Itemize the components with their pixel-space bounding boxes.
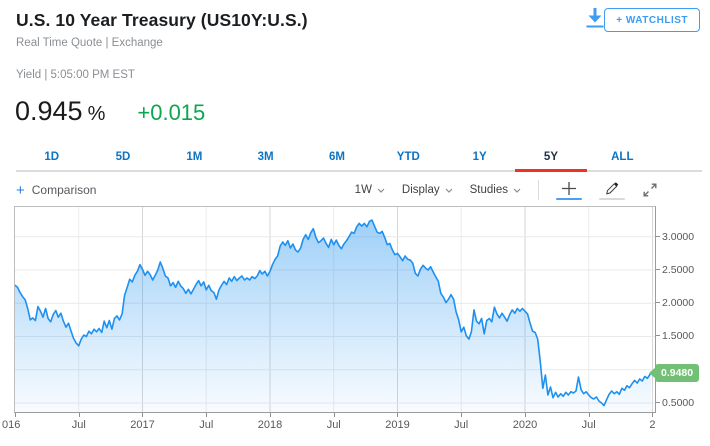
x-axis-label: 2017: [130, 419, 155, 431]
quote-source-label: Real Time Quote | Exchange: [16, 37, 163, 49]
y-axis-tick: [656, 401, 660, 403]
chart-plot-area[interactable]: [14, 206, 656, 413]
comparison-button[interactable]: + Comparison: [16, 183, 96, 198]
last-yield-value: 0.945: [15, 96, 83, 126]
page-title: U.S. 10 Year Treasury (US10Y:U.S.): [16, 10, 308, 30]
expand-icon: [643, 183, 657, 197]
yield-change-value: +0.015: [137, 100, 206, 125]
y-axis-tick: [656, 268, 660, 270]
x-axis-tick: [652, 413, 654, 417]
x-axis-label: Jul: [326, 419, 341, 431]
y-axis-label: 2.5000: [662, 263, 695, 276]
yield-unit: %: [87, 103, 106, 125]
tab-1m[interactable]: 1M: [186, 151, 203, 163]
tab-6m[interactable]: 6M: [328, 151, 345, 163]
x-axis-label: 2019: [385, 419, 410, 431]
x-axis-tick: [269, 413, 271, 417]
x-axis-label: Jul: [71, 419, 86, 431]
add-watchlist-button[interactable]: + WATCHLIST: [604, 8, 700, 32]
toolbar-divider: [538, 180, 539, 200]
x-axis-label: 2018: [257, 419, 283, 431]
x-axis-tick: [588, 413, 590, 417]
x-axis-label: 2: [649, 419, 656, 431]
tab-1y[interactable]: 1Y: [472, 151, 487, 163]
time-range-tabs: 1D 5D 1M 3M 6M YTD 1Y 5Y ALL: [16, 146, 658, 172]
y-axis-tick: [656, 235, 660, 237]
studies-label: Studies: [469, 184, 508, 196]
x-axis-tick: [78, 413, 80, 417]
fullscreen-button[interactable]: [642, 182, 658, 198]
download-button[interactable]: [582, 7, 608, 33]
x-axis-tick: [15, 413, 16, 417]
studies-dropdown[interactable]: Studies: [470, 184, 521, 196]
last-price-label: 0.9480: [648, 364, 700, 383]
x-axis-tick: [461, 413, 463, 417]
tab-all[interactable]: ALL: [611, 151, 634, 163]
x-axis-label: Jul: [199, 419, 214, 431]
chevron-down-icon: [377, 188, 385, 193]
quote-price-row: 0.945 % +0.015: [15, 96, 205, 127]
x-axis-tick: [333, 413, 335, 417]
chart-toolbar: + Comparison 1W Display Studies: [16, 178, 658, 202]
interval-dropdown[interactable]: 1W: [355, 184, 385, 196]
tab-1d[interactable]: 1D: [44, 151, 60, 163]
x-axis-label: Jul: [454, 419, 469, 431]
quote-time-label: Yield | 5:05:00 PM EST: [16, 69, 135, 81]
y-axis-label: 3.0000: [662, 230, 695, 243]
chart-area: [15, 220, 652, 412]
tab-3m[interactable]: 3M: [257, 151, 274, 163]
tab-5d[interactable]: 5D: [115, 151, 131, 163]
chevron-down-icon: [445, 188, 453, 193]
price-chart: 3.0000 2.5000 2.0000 1.5000 0.5000 016 Jul 201…: [0, 206, 710, 446]
chevron-down-icon: [513, 188, 521, 193]
tab-5y[interactable]: 5Y: [515, 146, 587, 172]
chart-line: [15, 219, 652, 407]
time-range-tabbar: 1D 5D 1M 3M 6M YTD 1Y 5Y ALL: [16, 146, 702, 172]
x-axis-tick: [206, 413, 208, 417]
draw-tool-button[interactable]: [599, 181, 625, 200]
x-axis-label: Jul: [581, 419, 596, 431]
pencil-icon: [606, 181, 619, 194]
chart-canvas[interactable]: [15, 207, 655, 412]
y-axis-tick: [656, 302, 660, 304]
y-axis-label: 2.0000: [662, 297, 695, 310]
crosshair-icon: [562, 181, 576, 195]
y-axis-label: 1.5000: [662, 330, 695, 343]
draw-inactive-indicator: [599, 197, 625, 200]
x-axis-label: 016: [2, 419, 21, 431]
crosshair-tool-button[interactable]: [556, 181, 582, 200]
tab-ytd[interactable]: YTD: [396, 151, 420, 163]
display-label: Display: [401, 184, 440, 196]
plus-icon: +: [16, 181, 25, 199]
comparison-label: Comparison: [31, 183, 97, 197]
x-axis-tick: [524, 413, 526, 417]
download-icon: [584, 5, 606, 35]
x-axis-tick: [142, 413, 144, 417]
add-watchlist-label: + WATCHLIST: [616, 14, 688, 26]
interval-label: 1W: [354, 184, 372, 196]
y-axis-label: 0.5000: [662, 396, 695, 409]
y-axis-tick: [656, 335, 660, 337]
x-axis-label: 2020: [512, 419, 538, 431]
x-axis-tick: [397, 413, 399, 417]
display-dropdown[interactable]: Display: [402, 184, 453, 196]
chart-tools: 1W Display Studies: [355, 180, 658, 200]
crosshair-active-indicator: [556, 197, 582, 200]
